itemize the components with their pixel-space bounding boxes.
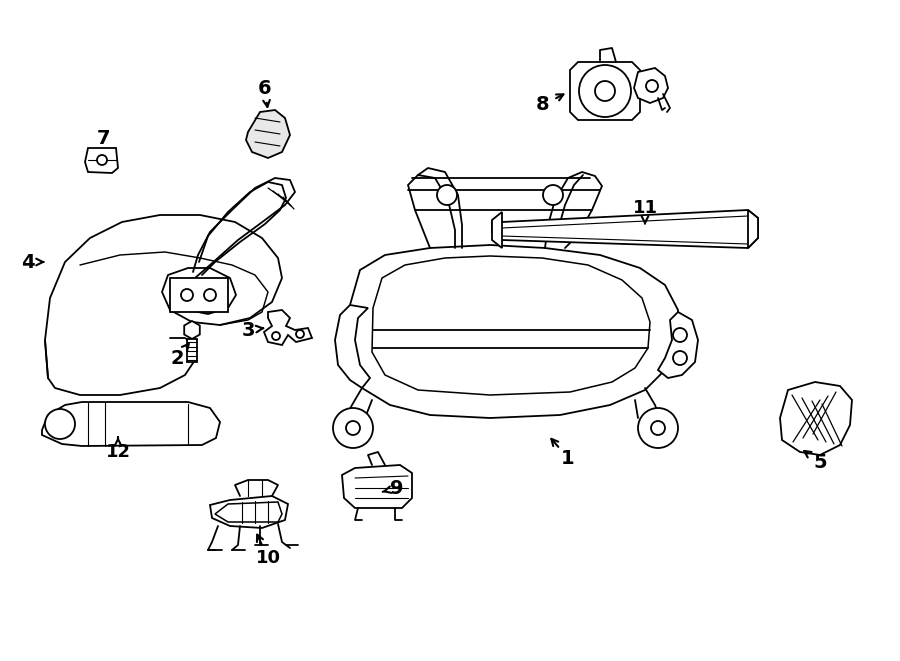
Polygon shape [345,245,678,418]
Circle shape [543,185,563,205]
Circle shape [638,408,678,448]
Polygon shape [748,210,758,248]
Circle shape [673,351,687,365]
Circle shape [579,65,631,117]
Text: 1: 1 [562,449,575,467]
Text: 7: 7 [96,128,110,147]
Circle shape [595,81,615,101]
Polygon shape [492,212,502,248]
Polygon shape [570,62,640,120]
Polygon shape [187,339,197,362]
Circle shape [651,421,665,435]
Circle shape [272,332,280,340]
Text: 2: 2 [170,348,184,368]
Polygon shape [184,321,200,339]
Text: 12: 12 [105,443,130,461]
Polygon shape [210,496,288,528]
Polygon shape [264,310,312,345]
Circle shape [646,80,658,92]
Circle shape [437,185,457,205]
Polygon shape [246,110,290,158]
Polygon shape [658,312,698,378]
Polygon shape [335,305,370,388]
Polygon shape [215,502,282,522]
Polygon shape [492,210,758,248]
Text: 9: 9 [391,479,404,498]
Circle shape [204,289,216,301]
Polygon shape [780,382,852,455]
Text: 4: 4 [22,253,35,272]
Polygon shape [634,68,668,103]
Circle shape [181,289,193,301]
Text: 10: 10 [256,549,281,567]
Polygon shape [85,148,118,173]
Circle shape [97,155,107,165]
Text: 6: 6 [258,79,272,98]
Circle shape [673,328,687,342]
Text: 11: 11 [633,199,658,217]
Text: 8: 8 [536,95,550,114]
Circle shape [45,409,75,439]
Text: 3: 3 [241,321,255,340]
Circle shape [296,330,304,338]
Polygon shape [42,402,220,446]
Circle shape [333,408,373,448]
Polygon shape [372,256,650,395]
Circle shape [346,421,360,435]
Polygon shape [170,278,228,312]
Text: 5: 5 [814,453,827,471]
Polygon shape [342,465,412,508]
